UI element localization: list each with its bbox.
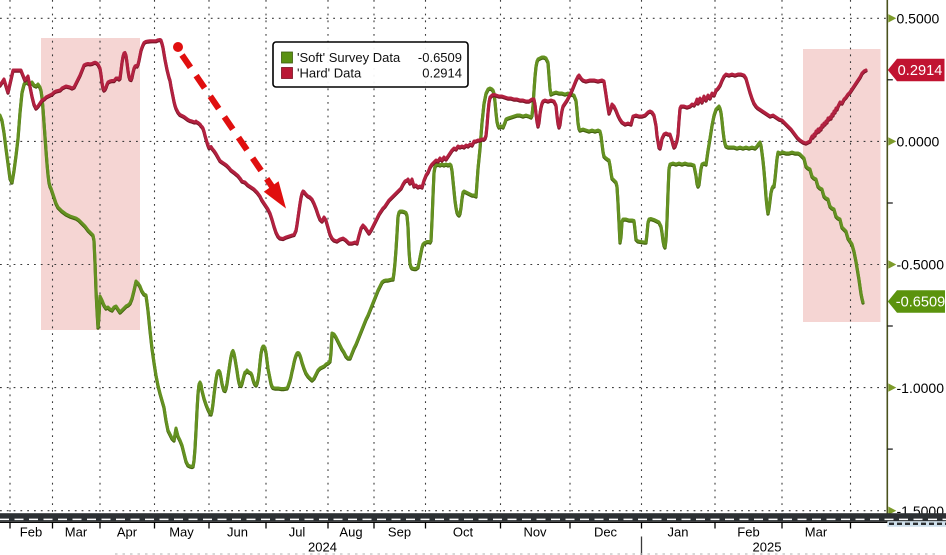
svg-text:Jun: Jun <box>227 525 248 540</box>
svg-text:0.5000: 0.5000 <box>897 11 940 27</box>
svg-text:Mar: Mar <box>805 525 828 540</box>
svg-text:0.2914: 0.2914 <box>422 66 462 81</box>
svg-text:-1.0000: -1.0000 <box>897 380 945 396</box>
svg-text:May: May <box>169 525 194 540</box>
svg-text:'Soft' Survey Data: 'Soft' Survey Data <box>297 50 401 65</box>
svg-text:Mar: Mar <box>65 525 88 540</box>
svg-text:'Hard' Data: 'Hard' Data <box>297 66 362 81</box>
svg-text:Oct: Oct <box>453 525 474 540</box>
svg-text:Sep: Sep <box>388 525 411 540</box>
svg-text:-0.6509: -0.6509 <box>896 295 946 311</box>
svg-text:Dec: Dec <box>594 525 618 540</box>
svg-text:-0.5000: -0.5000 <box>897 257 945 273</box>
svg-text:Apr: Apr <box>117 525 138 540</box>
svg-text:2025: 2025 <box>753 540 782 555</box>
svg-text:Feb: Feb <box>20 525 42 540</box>
svg-text:Feb: Feb <box>737 525 759 540</box>
svg-text:Aug: Aug <box>339 525 362 540</box>
svg-text:Nov: Nov <box>523 525 547 540</box>
svg-text:0.0000: 0.0000 <box>897 134 940 150</box>
svg-text:0.2914: 0.2914 <box>898 63 943 79</box>
svg-text:2024: 2024 <box>308 540 337 555</box>
svg-text:Jul: Jul <box>289 525 306 540</box>
svg-text:Jan: Jan <box>668 525 689 540</box>
svg-text:-0.6509: -0.6509 <box>418 50 462 65</box>
